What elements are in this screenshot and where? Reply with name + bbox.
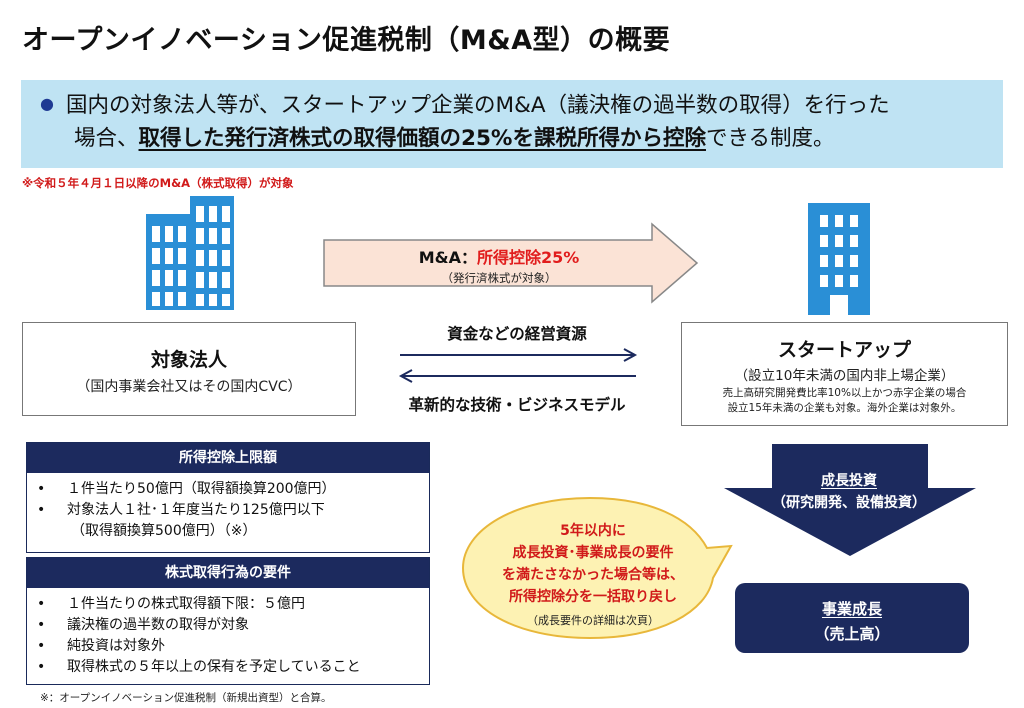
- growth-investment-text: 成長投資 （研究開発、設備投資）: [724, 470, 974, 514]
- building-icon: [146, 196, 234, 310]
- startup-box: スタートアップ （設立10年未満の国内非上場企業） 売上高研究開発費比率10%以…: [681, 322, 1008, 426]
- bullet-icon: ●: [40, 94, 54, 113]
- startup-note-line1: 売上高研究開発費比率10%以上かつ赤字企業の場合: [722, 387, 967, 399]
- ma-arrow-sub: （発行済株式が対象）: [441, 271, 557, 285]
- list-item: １件当たり50億円（取得額換算200億円）: [37, 479, 421, 500]
- intro-line1: 国内の対象法人等が、スタートアップ企業のM&A（議決権の過半数の取得）を行った: [65, 93, 890, 118]
- acquisition-requirements-header: 株式取得行為の要件: [27, 558, 429, 588]
- resource-flow-label: 資金などの経営資源: [447, 325, 587, 343]
- innovation-flow-label: 革新的な技術・ビジネスモデル: [408, 396, 626, 414]
- list-item: 純投資は対象外: [37, 636, 421, 657]
- deduction-label: 所得控除25%: [476, 248, 580, 267]
- clawback-line2: 成長投資･事業成長の要件: [512, 545, 674, 561]
- growth-investment-sub: （研究開発、設備投資）: [772, 495, 926, 511]
- startup-note-line2: 設立15年未満の企業も対象。海外企業は対象外。: [727, 402, 962, 414]
- clawback-line4: 所得控除分を一括取り戻し: [509, 589, 677, 605]
- list-item: 対象法人１社･１年度当たり125億円以下: [37, 500, 421, 521]
- clawback-text: 5年以内に 成長投資･事業成長の要件 を満たさなかった場合等は、 所得控除分を一…: [468, 520, 718, 608]
- target-note: ※令和５年４月１日以降のM&A（株式取得）が対象: [22, 176, 294, 190]
- deduction-limit-panel: 所得控除上限額 １件当たり50億円（取得額換算200億円） 対象法人１社･１年度…: [26, 442, 430, 553]
- business-growth-title: 事業成長: [821, 600, 882, 618]
- intro-line2-bold: 取得した発行済株式の取得価額の25%を課税所得から控除: [138, 126, 706, 151]
- clawback-sub: （成長要件の詳細は次頁）: [527, 614, 659, 627]
- target-company-box: 対象法人 （国内事業会社又はその国内CVC）: [22, 322, 356, 416]
- business-growth-sub: （売上高）: [814, 625, 890, 643]
- flow-arrows: [398, 348, 638, 383]
- startup-title: スタートアップ: [777, 339, 911, 361]
- list-item: １件当たりの株式取得額下限：５億円: [37, 594, 421, 615]
- ma-arrow-label: M&A：所得控除25%: [334, 244, 664, 268]
- business-growth-box: 事業成長 （売上高）: [735, 583, 969, 653]
- list-item: 取得株式の５年以上の保有を予定していること: [37, 657, 421, 678]
- acquisition-requirements-panel: 株式取得行為の要件 １件当たりの株式取得額下限：５億円 議決権の過半数の取得が対…: [26, 557, 430, 685]
- page-title: オープンイノベーション促進税制（M&A型）の概要: [22, 25, 671, 56]
- intro-banner: [21, 80, 1003, 168]
- target-company-sub: （国内事業会社又はその国内CVC）: [76, 379, 302, 395]
- growth-investment-title: 成長投資: [821, 473, 877, 489]
- clawback-line3: を満たさなかった場合等は、: [502, 567, 684, 583]
- footnote: ※：オープンイノベーション促進税制（新規出資型）と合算。: [40, 692, 332, 704]
- clawback-bubble: [461, 496, 733, 640]
- clawback-line1: 5年以内に: [560, 523, 626, 539]
- intro-line2-b: できる制度。: [705, 126, 835, 151]
- startup-sub: （設立10年未満の国内非上場企業）: [734, 368, 955, 384]
- intro-line2-a: 場合、: [74, 126, 139, 151]
- list-item: 議決権の過半数の取得が対象: [37, 615, 421, 636]
- ma-arrow: [323, 222, 699, 304]
- target-company-title: 対象法人: [150, 349, 227, 371]
- growth-investment-arrow: [724, 444, 976, 556]
- startup-note: 売上高研究開発費比率10%以上かつ赤字企業の場合 設立15年未満の企業も対象。海…: [682, 386, 1007, 416]
- intro-text: ● 国内の対象法人等が、スタートアップ企業のM&A（議決権の過半数の取得）を行った…: [40, 90, 990, 155]
- office-tower-icon: [808, 203, 870, 315]
- deduction-limit-header: 所得控除上限額: [27, 443, 429, 473]
- ma-label: M&A：: [418, 248, 477, 267]
- list-item-cont: （取得額換算500億円）（※）: [71, 523, 257, 539]
